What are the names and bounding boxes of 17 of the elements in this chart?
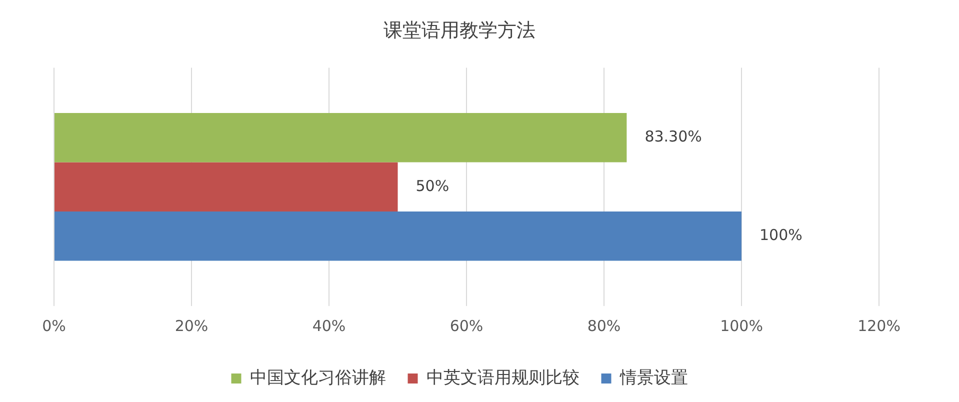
legend-label: 情景设置 (618, 368, 688, 388)
x-tick-label: 120% (858, 316, 900, 335)
bar (54, 212, 742, 261)
legend-label: 中英文语用规则比较 (426, 368, 580, 388)
x-tick-label: 0% (42, 316, 66, 335)
x-tick-label: 20% (174, 316, 208, 335)
x-tick-label: 60% (450, 316, 484, 335)
data-label: 100% (760, 226, 802, 244)
x-tick-label: 40% (312, 316, 346, 335)
legend-label: 中国文化习俗讲解 (250, 368, 386, 388)
x-tick-label: 80% (587, 316, 621, 335)
data-label: 83.30% (644, 128, 702, 146)
bar (54, 113, 627, 162)
x-tick-label: 100% (720, 316, 763, 335)
data-label: 50% (416, 176, 450, 195)
bar (54, 162, 398, 212)
chart-title: 课堂语用教学方法 (384, 19, 536, 42)
